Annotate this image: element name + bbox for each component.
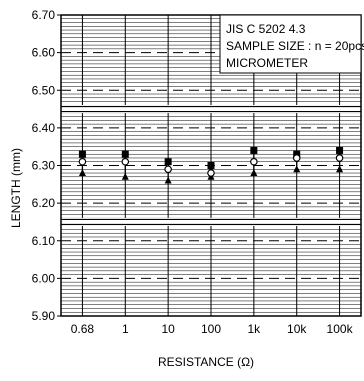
max-square-marker (207, 162, 215, 169)
x-tick-label: 1k (248, 322, 262, 336)
max-square-marker (336, 146, 344, 154)
axes-layer (57, 14, 362, 317)
x-tick-label: 10k (287, 322, 307, 336)
y-tick-label: 6.10 (32, 234, 56, 248)
mean-circle-marker (164, 165, 172, 174)
upper-spec-limit-line-gap (61, 105, 361, 114)
min-triangle-marker (121, 172, 129, 180)
x-tick-label: 100 (201, 322, 221, 336)
min-triangle-marker (78, 169, 86, 177)
y-tick-label: 6.00 (32, 271, 56, 285)
tick-label-layer: 5.90 6.00 6.10 6.20 6.30 6.40 6.50 6.60 6.70 0.68… (32, 8, 354, 336)
mean-circle-marker (121, 157, 130, 166)
min-triangle-marker (293, 165, 301, 173)
max-square-marker (121, 150, 129, 158)
y-tick-label: 6.70 (32, 8, 56, 22)
mean-circle-marker (207, 169, 215, 177)
annotation-line-2: SAMPLE SIZE : n = 20pcs (226, 39, 364, 53)
y-tick-label: 6.20 (32, 196, 56, 210)
annotation-line-1: JIS C 5202 4.3 (226, 22, 306, 36)
y-tick-label: 6.60 (32, 46, 56, 60)
mean-circle-marker (292, 154, 301, 162)
y-tick-label: 6.30 (32, 159, 56, 173)
x-tick-label: 10 (161, 322, 175, 336)
lower-spec-limit-line-gap (61, 217, 361, 226)
y-tick-label: 6.40 (32, 121, 56, 135)
min-triangle-marker (250, 169, 258, 177)
min-triangle-marker (336, 165, 344, 173)
y-axis-label: LENGTH (mm) (9, 148, 23, 228)
min-triangle-marker (164, 176, 172, 184)
mean-circle-marker (78, 157, 87, 166)
max-square-marker (164, 158, 172, 166)
y-tick-label: 5.90 (32, 309, 56, 323)
x-tick-label: 1 (122, 322, 129, 336)
max-square-marker (250, 146, 258, 154)
mean-circle-marker (335, 154, 344, 162)
y-tick-label: 6.50 (32, 83, 56, 97)
x-axis-label: RESISTANCE (Ω) (158, 355, 254, 369)
annotation-box: JIS C 5202 4.3 SAMPLE SIZE : n = 20pcs M… (219, 14, 364, 74)
x-tick-label: 100k (327, 322, 354, 336)
max-square-marker (78, 150, 86, 158)
annotation-line-3: MICROMETER (226, 56, 308, 70)
spec-limit-layer (61, 105, 361, 226)
data-mark-layer (78, 146, 344, 184)
mean-circle-marker (250, 157, 258, 166)
x-tick-label: 0.68 (71, 322, 95, 336)
